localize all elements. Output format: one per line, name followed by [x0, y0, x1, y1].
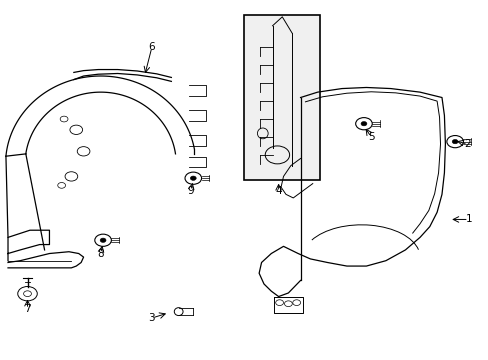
Circle shape — [100, 238, 106, 242]
Circle shape — [451, 139, 457, 144]
Text: 1: 1 — [465, 215, 471, 224]
Text: 6: 6 — [148, 42, 155, 52]
Text: 2: 2 — [464, 139, 470, 149]
Bar — [244, 15, 320, 180]
Text: 3: 3 — [148, 313, 155, 323]
Circle shape — [190, 176, 196, 180]
Text: 9: 9 — [187, 186, 194, 196]
Circle shape — [360, 122, 366, 126]
Text: 4: 4 — [275, 186, 282, 196]
Text: 8: 8 — [97, 248, 104, 258]
Text: 5: 5 — [367, 132, 374, 142]
Text: 7: 7 — [24, 304, 31, 314]
